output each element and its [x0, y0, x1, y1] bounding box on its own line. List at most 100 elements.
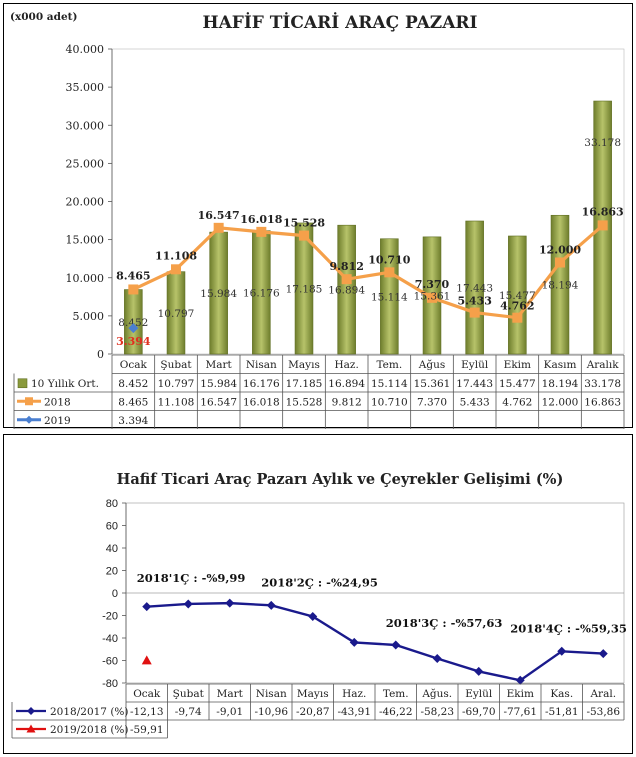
marker-2018-2017 [432, 654, 442, 664]
table-cell: -9,74 [175, 706, 202, 718]
data-label-10yr-avg: 15.361 [414, 290, 451, 302]
y-tick-label: 0 [112, 588, 118, 600]
y-tick-label: 15.000 [66, 234, 105, 247]
data-label-2018: 16.547 [198, 209, 240, 222]
top-chart-panel: HAFİF TİCARİ ARAÇ PAZARI (x000 adet) 0 5.00… [3, 3, 633, 429]
category-label: Nisan [246, 359, 277, 371]
data-label-2019: 3.394 [116, 335, 151, 348]
marker-2018-2017 [474, 666, 484, 676]
quarter-annotation: 2018'1Ç : -%9,99 [137, 571, 246, 585]
table-cell: 15.477 [499, 378, 536, 390]
marker-2018 [128, 284, 139, 295]
table-cell: 16.018 [243, 396, 280, 408]
data-label-10yr-avg: 16.894 [328, 285, 365, 297]
bottom-chart-svg: Hafif Ticari Araç Pazarı Aylık ve Çeyrek… [11, 471, 627, 739]
legend-key-10yr [17, 378, 28, 389]
marker-2018 [299, 230, 309, 241]
marker-2018 [384, 267, 395, 278]
data-label-2018: 10.710 [368, 253, 410, 266]
y-tick-label: 20 [106, 566, 118, 578]
marker-2018-2017 [391, 640, 401, 650]
legend-label: 2018 [44, 396, 71, 408]
category-label: Şubat [160, 359, 192, 371]
data-label-10yr-avg: 18.194 [542, 280, 579, 292]
unit-label: (x000 adet) [10, 11, 77, 23]
table-cell: 16.863 [584, 396, 621, 408]
legend-label: 10 Yıllık Ort. [31, 378, 99, 390]
category-label: Ekim [507, 688, 534, 700]
table-cell: -9,01 [216, 706, 243, 718]
category-label: Haz. [342, 688, 366, 700]
category-label: Tem. [383, 688, 409, 700]
category-label: Ağus. [421, 687, 452, 700]
table-cell: 15.114 [371, 378, 408, 390]
y-tick-label: -20 [102, 611, 118, 623]
legend-key-marker [27, 707, 35, 715]
table-cell: 10.797 [158, 378, 195, 390]
line-2018 [132, 224, 604, 320]
y-tick-label: 40.000 [66, 43, 105, 56]
marker-2018 [341, 274, 352, 285]
marker-2018 [427, 292, 437, 303]
table-cell: 3.394 [118, 415, 148, 427]
category-label: Kas. [550, 688, 573, 700]
table-cell: -10,96 [254, 706, 288, 718]
marker-2018-2017 [598, 649, 608, 659]
quarter-annotation: 2018'4Ç : -%59,35 [510, 621, 627, 635]
bar-10yr-avg [465, 220, 484, 355]
table-cell: -58,23 [420, 706, 454, 718]
plot-area [111, 48, 625, 355]
category-label: Mayıs [288, 359, 320, 371]
y-tick-label: 30.000 [66, 119, 105, 132]
data-label-10yr-avg: 33.178 [584, 137, 621, 149]
table-cell: 8.465 [118, 396, 148, 408]
marker-2018 [597, 220, 608, 231]
y-tick-label: 80 [106, 498, 118, 510]
legend-key-marker [25, 415, 33, 424]
legend-key-marker [25, 397, 33, 406]
table-cell: 33.178 [584, 378, 621, 390]
table-cell: 16.894 [328, 378, 365, 390]
table-cell: 8.452 [118, 378, 148, 390]
category-label: Haz. [335, 359, 359, 371]
category-label: Ocak [120, 359, 148, 371]
data-label-10yr-avg: 16.176 [243, 287, 280, 299]
marker-2018-2017 [557, 646, 567, 656]
data-label-10yr-avg: 15.984 [200, 288, 237, 300]
category-label: Şubat [173, 688, 205, 700]
marker-2018 [256, 226, 267, 237]
category-label: Aralık [586, 359, 620, 371]
data-label-10yr-avg: 10.797 [158, 308, 195, 320]
table-cell: 9.812 [332, 396, 362, 408]
y-tick-label: 40 [106, 543, 118, 555]
category-label: Kasım [544, 359, 577, 371]
data-label-10yr-avg: 17.443 [456, 282, 493, 294]
data-label-2018: 5.433 [457, 295, 491, 308]
y-tick-label: 5.000 [73, 310, 105, 323]
quarter-annotation: 2018'2Ç : -%24,95 [261, 575, 378, 589]
top-chart-svg: HAFİF TİCARİ ARAÇ PAZARI (x000 adet) 0 5.00… [10, 11, 625, 429]
category-label: Mart [206, 359, 233, 371]
marker-2019-2018 [141, 655, 152, 665]
table-cell: 7.370 [417, 396, 447, 408]
table-cell: 16.176 [243, 378, 280, 390]
table-cell: -12,13 [130, 706, 164, 718]
table-cell: 15.528 [286, 396, 323, 408]
bar-10yr-avg [294, 222, 314, 355]
legend-key-marker [26, 724, 36, 733]
category-label: Tem. [376, 359, 402, 371]
marker-2018 [171, 264, 181, 275]
bar-10yr-avg [508, 235, 527, 355]
marker-2018-2017 [349, 637, 359, 647]
data-label-2018: 11.108 [155, 249, 197, 262]
table-cell: -43,91 [337, 706, 371, 718]
marker-2018-2017 [183, 599, 193, 609]
table-cell: -46,22 [379, 706, 413, 718]
data-label-10yr-avg: 15.477 [499, 290, 536, 302]
y-tick-label: 25.000 [66, 157, 105, 170]
bar-10yr-avg [550, 214, 570, 355]
marker-2018 [469, 307, 480, 318]
legend-label: 2019 [44, 415, 71, 427]
y-tick-label: 0 [97, 348, 104, 361]
table-cell: 15.361 [414, 378, 451, 390]
